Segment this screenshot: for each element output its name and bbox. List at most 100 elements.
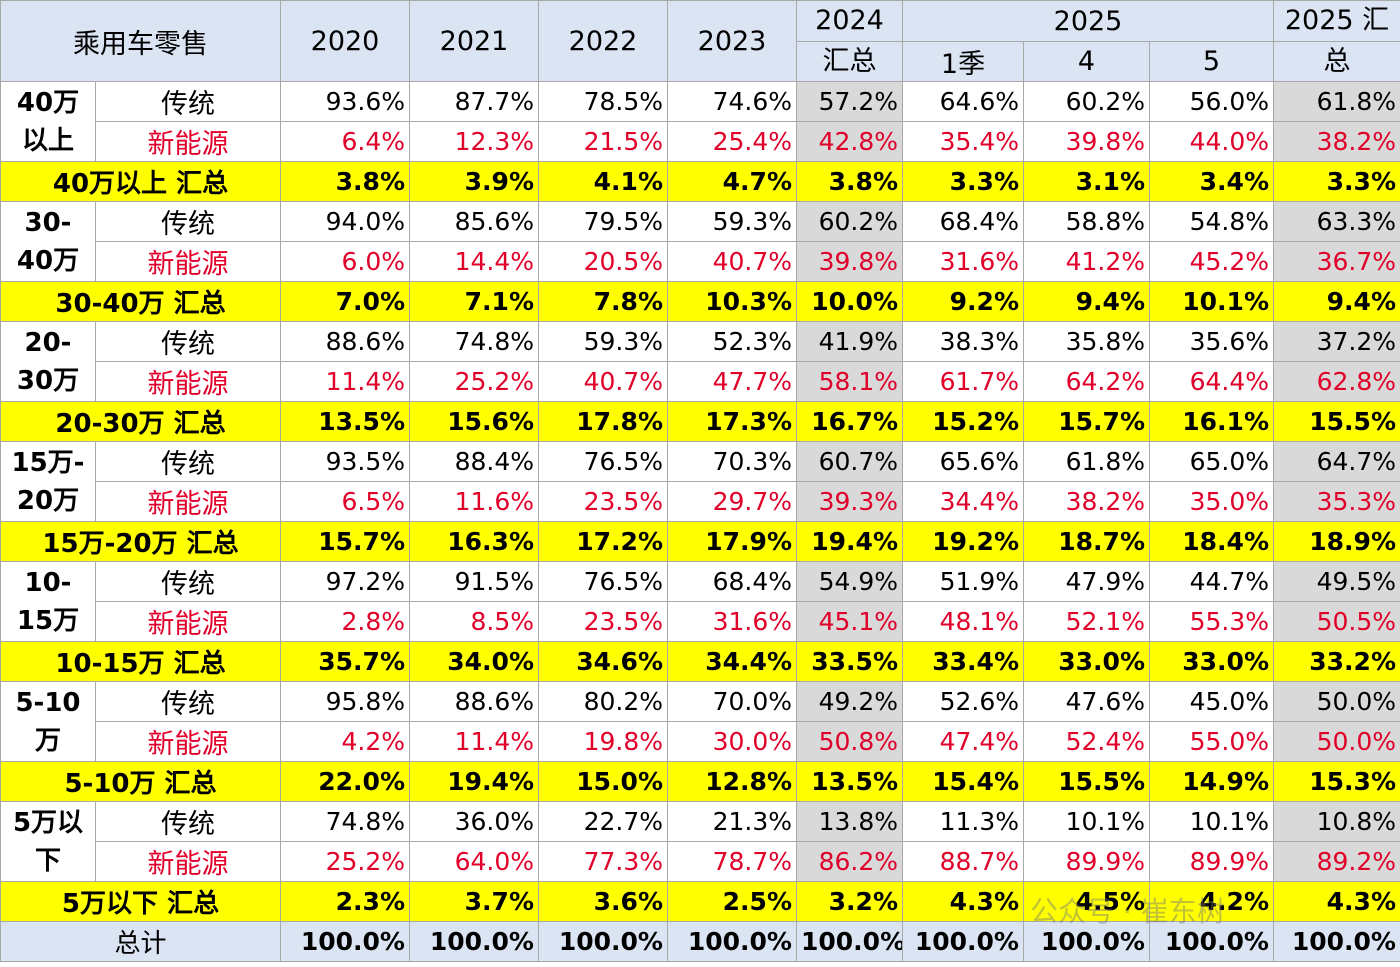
- total-value-cell: 100.0%: [796, 921, 903, 962]
- nev-label: 新能源: [95, 841, 281, 882]
- segment-label-line1: 40万: [16, 87, 80, 118]
- value-cell: 50.0%: [1273, 681, 1400, 722]
- summary-value-cell: 4.5%: [1023, 881, 1150, 922]
- table-row-nev: 新能源 6.0% 14.4% 20.5% 40.7% 39.8% 31.6% 41.2% 45.…: [1, 241, 1400, 282]
- summary-value-cell: 2.3%: [280, 881, 410, 922]
- value-cell: 52.1%: [1023, 601, 1150, 642]
- summary-label: 15万-20万 汇总: [0, 521, 281, 562]
- table-row-summary: 5-10万 汇总 22.0% 19.4% 15.0% 12.8% 13.5% 15.4% 15…: [0, 761, 1400, 802]
- summary-value-cell: 15.4%: [902, 761, 1024, 802]
- summary-value-cell: 3.8%: [796, 161, 903, 202]
- summary-value-cell: 10.3%: [667, 281, 797, 322]
- traditional-label: 传统: [95, 441, 281, 482]
- value-cell: 91.5%: [409, 561, 539, 602]
- header-row-2: 汇总 1季 4 5 总: [1, 41, 1400, 82]
- year-2020-header: 2020: [280, 0, 410, 82]
- value-cell: 64.2%: [1023, 361, 1150, 402]
- value-cell: 60.2%: [1023, 81, 1150, 122]
- summary-value-cell: 34.0%: [409, 641, 539, 682]
- traditional-label: 传统: [95, 681, 281, 722]
- value-cell: 11.4%: [409, 721, 539, 762]
- value-cell: 13.8%: [796, 801, 903, 842]
- value-cell: 47.7%: [667, 361, 797, 402]
- table-row-total: 总计 100.0% 100.0% 100.0% 100.0% 100.0% 100.0% 10…: [0, 921, 1400, 962]
- summary-value-cell: 9.2%: [902, 281, 1024, 322]
- summary-value-cell: 16.7%: [796, 401, 903, 442]
- value-cell: 60.2%: [796, 201, 903, 242]
- value-cell: 76.5%: [538, 441, 668, 482]
- segment-label: 40万 以上: [0, 81, 96, 162]
- value-cell: 47.6%: [1023, 681, 1150, 722]
- summary-value-cell: 3.3%: [902, 161, 1024, 202]
- value-cell: 20.5%: [538, 241, 668, 282]
- summary-value-cell: 18.4%: [1149, 521, 1274, 562]
- total-value-cell: 100.0%: [280, 921, 410, 962]
- value-cell: 44.7%: [1149, 561, 1274, 602]
- summary-value-cell: 14.9%: [1149, 761, 1274, 802]
- segment-label-line1: 15万-: [11, 447, 85, 478]
- summary-value-cell: 10.1%: [1149, 281, 1274, 322]
- value-cell: 23.5%: [538, 601, 668, 642]
- summary-value-cell: 18.9%: [1273, 521, 1400, 562]
- summary-value-cell: 15.6%: [409, 401, 539, 442]
- total-value-cell: 100.0%: [667, 921, 797, 962]
- traditional-label: 传统: [95, 561, 281, 602]
- value-cell: 8.5%: [409, 601, 539, 642]
- summary-label: 5万以下 汇总: [0, 881, 281, 922]
- nev-label: 新能源: [95, 601, 281, 642]
- summary-label: 20-30万 汇总: [0, 401, 281, 442]
- summary-value-cell: 3.9%: [409, 161, 539, 202]
- value-cell: 6.0%: [280, 241, 410, 282]
- value-cell: 87.7%: [409, 81, 539, 122]
- value-cell: 39.8%: [796, 241, 903, 282]
- value-cell: 51.9%: [902, 561, 1024, 602]
- summary-label: 30-40万 汇总: [0, 281, 281, 322]
- value-cell: 74.8%: [409, 321, 539, 362]
- summary-value-cell: 3.7%: [409, 881, 539, 922]
- summary-value-cell: 15.2%: [902, 401, 1024, 442]
- summary-value-cell: 35.7%: [280, 641, 410, 682]
- apr-2025-header: 4: [1023, 41, 1150, 82]
- value-cell: 14.4%: [409, 241, 539, 282]
- table-row-summary: 40万以上 汇总 3.8% 3.9% 4.1% 4.7% 3.8% 3.3% 3.1% 3.4%…: [0, 161, 1400, 202]
- value-cell: 45.1%: [796, 601, 903, 642]
- value-cell: 42.8%: [796, 121, 903, 162]
- value-cell: 12.3%: [409, 121, 539, 162]
- value-cell: 31.6%: [902, 241, 1024, 282]
- value-cell: 93.6%: [280, 81, 410, 122]
- summary-value-cell: 33.5%: [796, 641, 903, 682]
- summary-value-cell: 22.0%: [280, 761, 410, 802]
- value-cell: 31.6%: [667, 601, 797, 642]
- value-cell: 61.8%: [1273, 81, 1400, 122]
- nev-label: 新能源: [95, 481, 281, 522]
- summary-value-cell: 33.0%: [1149, 641, 1274, 682]
- table-row-summary: 15万-20万 汇总 15.7% 16.3% 17.2% 17.9% 19.4% 19.2%…: [0, 521, 1400, 562]
- value-cell: 25.4%: [667, 121, 797, 162]
- value-cell: 35.3%: [1273, 481, 1400, 522]
- value-cell: 95.8%: [280, 681, 410, 722]
- value-cell: 70.3%: [667, 441, 797, 482]
- summary-value-cell: 2.5%: [667, 881, 797, 922]
- summary-value-cell: 33.4%: [902, 641, 1024, 682]
- table-row-traditional: 40万 以上 传统 93.6% 87.7% 78.5% 74.6% 57.2% 64.6% 60.…: [0, 81, 1400, 162]
- total-2024-header-line2: 汇总: [796, 41, 903, 82]
- summary-value-cell: 19.2%: [902, 521, 1024, 562]
- value-cell: 10.1%: [1149, 801, 1274, 842]
- value-cell: 79.5%: [538, 201, 668, 242]
- nev-label: 新能源: [95, 361, 281, 402]
- value-cell: 63.3%: [1273, 201, 1400, 242]
- value-cell: 74.6%: [667, 81, 797, 122]
- summary-value-cell: 13.5%: [280, 401, 410, 442]
- value-cell: 38.2%: [1023, 481, 1150, 522]
- value-cell: 86.2%: [796, 841, 903, 882]
- summary-value-cell: 4.3%: [902, 881, 1024, 922]
- table-row-traditional: 15万- 20万 传统 93.5% 88.4% 76.5% 70.3% 60.7% 65.6% 6…: [0, 441, 1400, 522]
- value-cell: 45.2%: [1149, 241, 1274, 282]
- value-cell: 64.0%: [409, 841, 539, 882]
- value-cell: 2.8%: [280, 601, 410, 642]
- value-cell: 47.4%: [902, 721, 1024, 762]
- value-cell: 70.0%: [667, 681, 797, 722]
- table-row-traditional: 20- 30万 传统 88.6% 74.8% 59.3% 52.3% 41.9% 38.3% 35…: [0, 321, 1400, 402]
- value-cell: 39.3%: [796, 481, 903, 522]
- traditional-label: 传统: [95, 81, 281, 122]
